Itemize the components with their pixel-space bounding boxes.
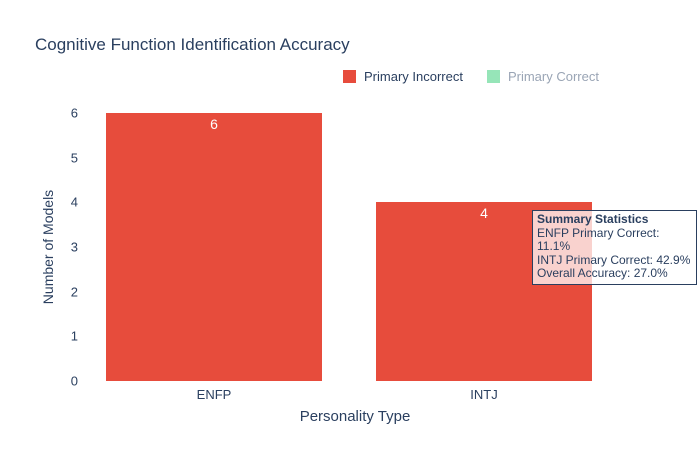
x-tick-intj: INTJ: [470, 387, 498, 402]
summary-statistics-line: ENFP Primary Correct: 11.1%: [537, 225, 660, 253]
legend-swatch-primary-incorrect: [343, 70, 356, 83]
legend-label-primary-correct: Primary Correct: [507, 69, 599, 84]
y-tick-label: 4: [70, 194, 78, 210]
summary-statistics-title: Summary Statistics: [537, 212, 649, 226]
legend: Primary Incorrect Primary Correct: [343, 69, 599, 84]
legend-label-primary-incorrect: Primary Incorrect: [364, 69, 463, 84]
x-tick-enfp: ENFP: [196, 387, 232, 402]
summary-statistics-line: Overall Accuracy: 27.0%: [537, 266, 668, 280]
legend-item-primary-incorrect[interactable]: Primary Incorrect: [343, 69, 463, 84]
summary-statistics-line: INTJ Primary Correct: 42.9%: [537, 252, 691, 267]
summary-statistics-box: Summary Statistics ENFP Primary Correct:…: [532, 210, 697, 285]
y-tick-label: 0: [70, 373, 78, 389]
legend-swatch-primary-correct: [486, 70, 500, 83]
plot-area: 6 4: [89, 113, 608, 381]
bar-value-intj: 4: [480, 205, 488, 222]
bar-value-enfp: 6: [210, 116, 218, 132]
bar-enfp[interactable]: 6: [106, 113, 322, 381]
legend-item-primary-correct[interactable]: Primary Correct: [486, 69, 599, 84]
x-axis-title: Personality Type: [299, 408, 411, 425]
y-axis-title: Number of Models: [40, 189, 56, 305]
y-axis: 0 1 2 3 4 5 6: [0, 107, 78, 388]
y-tick-label: 3: [70, 239, 78, 255]
chart-title: Cognitive Function Identification Accura…: [35, 35, 350, 54]
y-tick-label: 5: [70, 150, 78, 166]
y-tick-label: 1: [70, 328, 78, 344]
y-tick-label: 6: [70, 105, 78, 121]
y-tick-label: 2: [70, 284, 78, 300]
